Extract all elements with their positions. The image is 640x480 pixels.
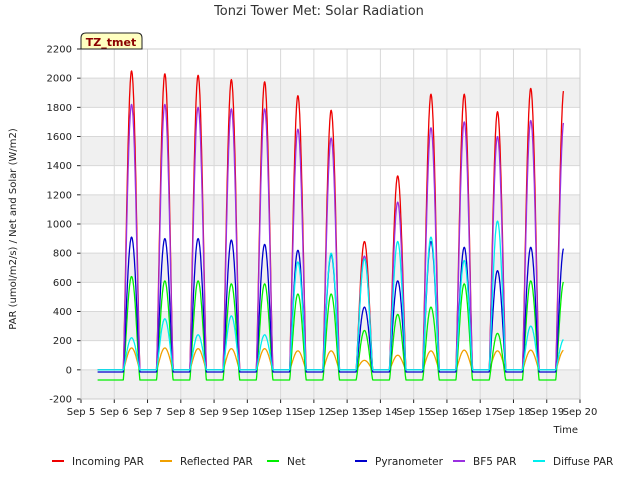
x-tick-label: Sep 6: [100, 407, 128, 418]
series-line-2: [97, 275, 565, 381]
x-tick-label: Sep 7: [133, 407, 161, 418]
y-tick-label: 1800: [47, 103, 72, 114]
x-tick-label: Sep 19: [529, 407, 564, 418]
legend-label-5: Diffuse PAR: [553, 456, 613, 468]
legend-label-3: Pyranometer: [375, 456, 444, 468]
x-tick-label: Sep 10: [230, 407, 265, 418]
site-tag: TZ_tmet: [80, 32, 143, 50]
x-tick-label: Sep 8: [167, 407, 195, 418]
x-axis-label: Time: [553, 425, 578, 436]
y-tick-label: 1000: [47, 220, 72, 231]
site-tag-box: [80, 32, 143, 50]
x-tick-label: Sep 16: [430, 407, 465, 418]
series-lines: [97, 70, 565, 381]
legend-label-1: Reflected PAR: [180, 456, 253, 468]
y-tick-label: 1600: [47, 132, 72, 143]
plot-frame: [80, 48, 581, 400]
plot-band: [81, 311, 580, 341]
x-tick-label: Sep 9: [200, 407, 228, 418]
x-tick-label: Sep 11: [263, 407, 298, 418]
y-tick-label: 2200: [47, 45, 72, 56]
y-tick-label: 2000: [47, 74, 72, 85]
y-tick-label: 0: [66, 365, 72, 376]
y-tick-label: 800: [53, 249, 72, 260]
legend: Incoming PAR Reflected PAR Net Pyranometer B…: [52, 456, 613, 468]
y-tick-label: 600: [53, 278, 72, 289]
x-tick-label: Sep 5: [67, 407, 95, 418]
y-tick-label: -200: [49, 395, 72, 406]
y-tick-label: 200: [53, 336, 72, 347]
x-tick-label: Sep 15: [396, 407, 431, 418]
y-tick-label: 1200: [47, 190, 72, 201]
site-tag-text: TZ_tmet: [86, 36, 136, 49]
legend-label-4: BF5 PAR: [473, 456, 516, 468]
x-tick-label: Sep 13: [330, 407, 365, 418]
axes: -200 0 200 400 600 800 1000 1200 1400 1600 1800 200…: [47, 45, 598, 419]
legend-label-2: Net: [287, 456, 305, 468]
legend-label-0: Incoming PAR: [72, 456, 144, 468]
series-line-5: [97, 220, 564, 371]
x-tick-label: Sep 14: [363, 407, 398, 418]
y-tick-label: 1400: [47, 161, 72, 172]
plot-band: [81, 194, 580, 224]
plot-band: [81, 369, 580, 399]
y-tick-label: 400: [53, 307, 72, 318]
plot-band: [81, 78, 580, 108]
x-tick-label: Sep 18: [496, 407, 531, 418]
y-axis-label: PAR (umol/m2/s) / Net and Solar (W/m2): [8, 128, 19, 330]
chart-title: Tonzi Tower Met: Solar Radiation: [213, 4, 424, 19]
x-tick-label: Sep 17: [463, 407, 498, 418]
x-tick-label: Sep 12: [296, 407, 331, 418]
x-tick-label: Sep 20: [563, 407, 598, 418]
